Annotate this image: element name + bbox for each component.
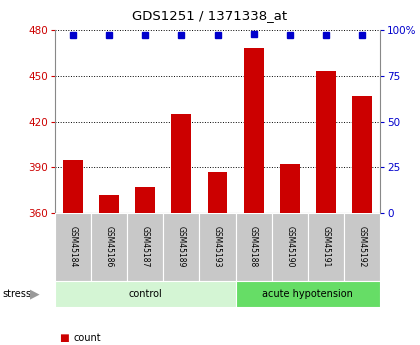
Text: control: control [129,289,162,299]
Text: ▶: ▶ [30,287,39,300]
Bar [272,213,308,281]
Text: GSM45189: GSM45189 [177,226,186,268]
Bar [207,172,228,213]
Bar [280,164,299,213]
Text: ■: ■ [59,333,68,343]
Bar [236,213,272,281]
Text: GSM45193: GSM45193 [213,226,222,268]
Bar [244,48,263,213]
Text: GSM45191: GSM45191 [321,226,331,268]
Text: GSM45187: GSM45187 [141,226,150,268]
Bar [99,195,119,213]
Bar [352,96,372,213]
Text: GSM45184: GSM45184 [68,226,78,268]
Bar [308,213,344,281]
Bar [55,213,91,281]
Text: GSM45190: GSM45190 [285,226,294,268]
Bar [344,213,380,281]
Text: count: count [74,333,101,343]
Text: GSM45188: GSM45188 [249,226,258,268]
Bar [200,213,236,281]
Text: GSM45192: GSM45192 [357,226,366,268]
Text: acute hypotension: acute hypotension [262,289,353,299]
Text: GSM45186: GSM45186 [105,226,114,268]
Bar [236,281,380,307]
Text: stress: stress [2,289,31,299]
Bar [91,213,127,281]
Bar [171,114,192,213]
Text: GDS1251 / 1371338_at: GDS1251 / 1371338_at [132,9,288,22]
Bar [127,213,163,281]
Bar [63,160,83,213]
Bar [163,213,199,281]
Bar [316,71,336,213]
Bar [55,281,236,307]
Bar [135,187,155,213]
